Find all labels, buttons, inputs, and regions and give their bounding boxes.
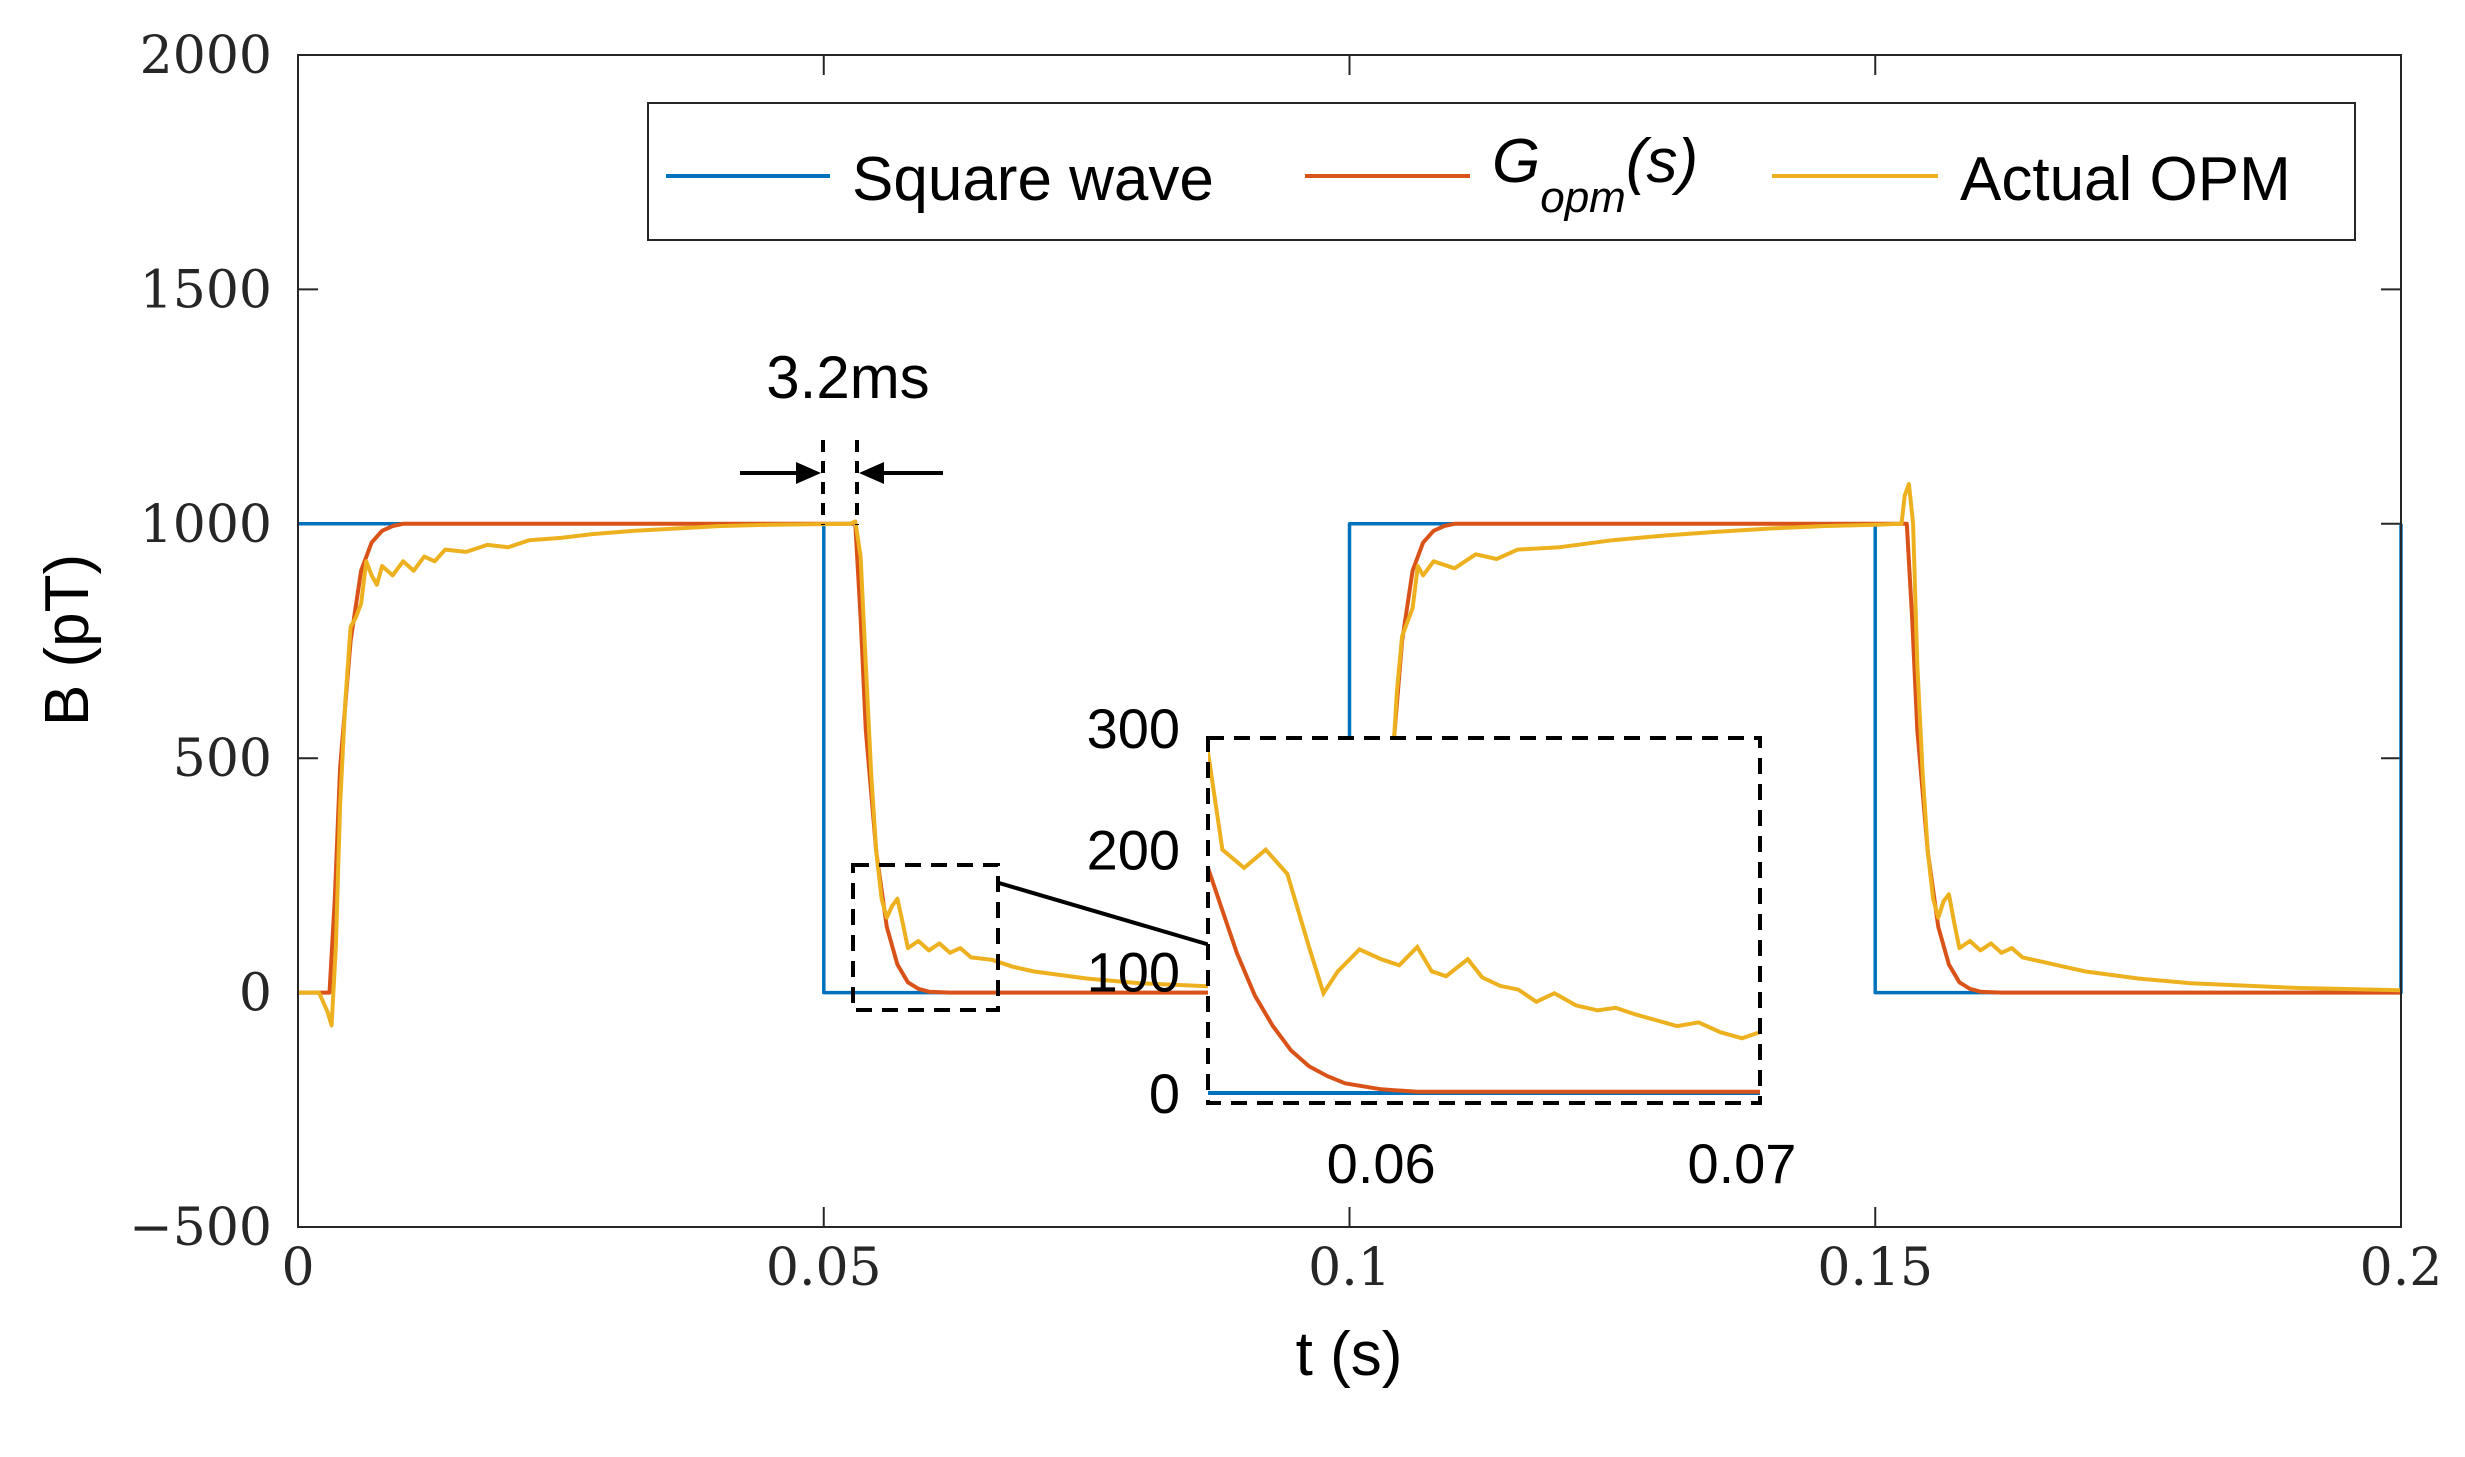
legend: Square wave Gopm(s) Actual OPM bbox=[647, 102, 2356, 241]
zoom-region-box bbox=[851, 863, 1000, 1012]
delay-annotation-label: 3.2ms bbox=[766, 344, 929, 411]
y-tick-label: −500 bbox=[129, 1198, 272, 1258]
delay-arrow-right-head bbox=[859, 462, 884, 484]
inset-y-tick-label: 200 bbox=[1087, 819, 1180, 882]
x-tick-label: 0.15 bbox=[1817, 1238, 1933, 1298]
inset-frame bbox=[1206, 736, 1762, 1105]
inset-y-tick-label: 300 bbox=[1087, 697, 1180, 760]
y-axis-label: B (pT) bbox=[33, 554, 102, 726]
legend-label-square: Square wave bbox=[852, 145, 1214, 214]
y-tick-label: 2000 bbox=[140, 26, 272, 86]
x-tick-label: 0.05 bbox=[766, 1238, 882, 1298]
zoom-connector-line bbox=[998, 881, 1211, 947]
legend-label-actual: Actual OPM bbox=[1960, 145, 2291, 214]
x-tick-label: 0 bbox=[281, 1238, 314, 1298]
x-axis-label: t (s) bbox=[1296, 1320, 1403, 1389]
delay-arrow-left-head bbox=[796, 462, 821, 484]
inset: 0 100 200 300 0.06 0.07 bbox=[1087, 697, 1797, 1195]
delay-annotation: 3.2ms bbox=[740, 344, 943, 525]
legend-gopm-sub: opm bbox=[1540, 173, 1626, 222]
y-tick-label: 0 bbox=[239, 964, 272, 1024]
inset-x-tick-label: 0.07 bbox=[1687, 1132, 1796, 1195]
y-tick-label: 1500 bbox=[140, 260, 272, 320]
x-tick-label: 0.1 bbox=[1308, 1238, 1391, 1298]
legend-box bbox=[647, 102, 2356, 241]
y-tick-label: 500 bbox=[173, 729, 272, 789]
legend-gopm-main: G bbox=[1492, 127, 1540, 196]
inset-x-tick-label: 0.06 bbox=[1327, 1132, 1436, 1195]
inset-series-actual bbox=[1208, 752, 1760, 1041]
y-tick-label: 1000 bbox=[140, 495, 272, 555]
x-tick-label: 0.2 bbox=[2360, 1238, 2443, 1298]
inset-series-gopm bbox=[1208, 867, 1760, 1094]
legend-label-gopm: Gopm(s) bbox=[1492, 127, 1698, 222]
inset-y-tick-label: 0 bbox=[1149, 1062, 1180, 1125]
inset-y-tick-label: 100 bbox=[1087, 940, 1180, 1003]
series-line-actual bbox=[298, 482, 2402, 1028]
plot-frame bbox=[297, 54, 2402, 1228]
legend-gopm-suffix: (s) bbox=[1626, 127, 1698, 196]
